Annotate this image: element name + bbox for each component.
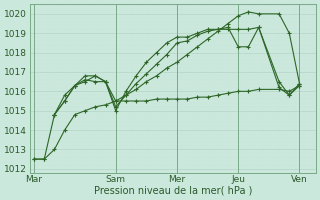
X-axis label: Pression niveau de la mer( hPa ): Pression niveau de la mer( hPa ) xyxy=(94,186,252,196)
